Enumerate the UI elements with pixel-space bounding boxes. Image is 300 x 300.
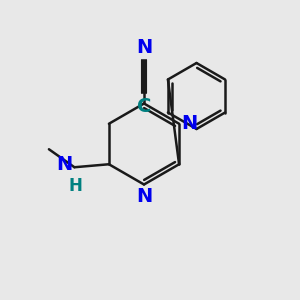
Text: N: N <box>56 155 72 174</box>
Text: N: N <box>136 187 152 206</box>
Text: N: N <box>136 38 152 57</box>
Text: C: C <box>137 98 151 116</box>
Text: H: H <box>69 177 83 195</box>
Text: N: N <box>182 114 198 133</box>
